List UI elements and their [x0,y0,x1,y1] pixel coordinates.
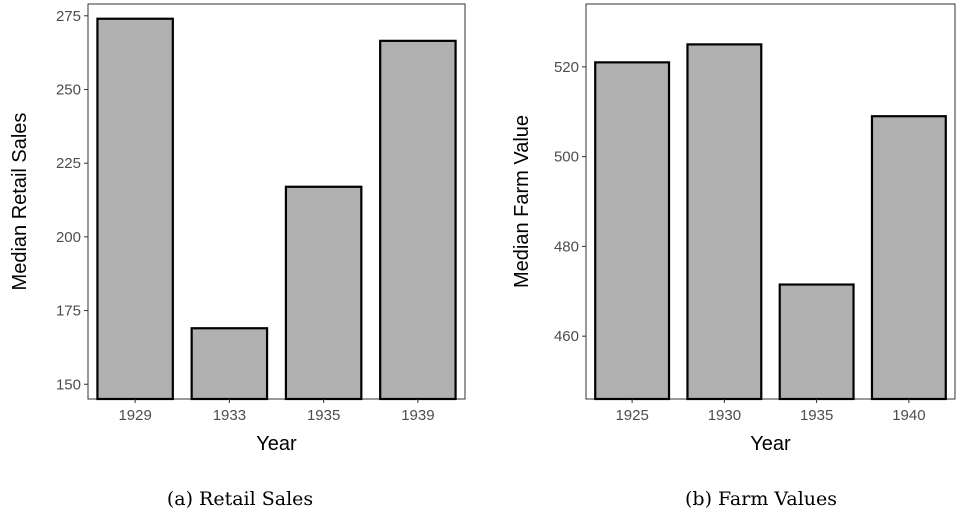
bar-1933 [190,327,269,401]
x-tick-label: 1939 [401,407,434,424]
y-tick-label: 480 [554,238,579,255]
bar-1935 [284,185,363,401]
x-tick-label: 1929 [118,407,151,424]
y-axis-title: Median Retail Sales [9,113,31,291]
y-tick-label: 175 [56,303,81,320]
y-tick-label: 150 [56,376,81,393]
x-tick-label: 1940 [892,407,925,424]
x-tick-label: 1935 [800,407,833,424]
y-tick-label: 520 [554,59,579,76]
y-axis-title: Median Farm Value [511,115,533,288]
x-tick-label: 1935 [307,407,340,424]
x-tick-label: 1930 [708,407,741,424]
x-axis-title: Year [256,433,297,455]
y-tick-label: 275 [56,8,81,25]
bar-1925 [594,61,671,401]
y-tick-label: 460 [554,328,579,345]
figure-caption: (a) Retail Sales [167,488,313,510]
x-tick-label: 1933 [213,407,246,424]
x-axis-title: Year [750,433,791,455]
retail-sales-chart: 150 175 200 225 250 275 1929 1933 1935 1939 Year Me… [9,3,466,510]
bar-1939 [379,39,457,401]
x-tick-label: 1925 [615,407,648,424]
bar-1935 [778,283,855,401]
panel-border [87,3,466,400]
bar-1929 [96,17,174,401]
y-tick-label: 225 [56,155,81,172]
y-tick-label: 500 [554,149,579,166]
y-tick-label: 200 [56,229,81,246]
panel-border [585,3,956,400]
bar-1940 [870,115,947,401]
farm-values-chart: 460 480 500 520 1925 1930 1935 1940 Year Median F… [511,3,956,510]
y-tick-label: 250 [56,81,81,98]
bar-1930 [686,43,763,401]
figure-caption: (b) Farm Values [685,488,837,510]
